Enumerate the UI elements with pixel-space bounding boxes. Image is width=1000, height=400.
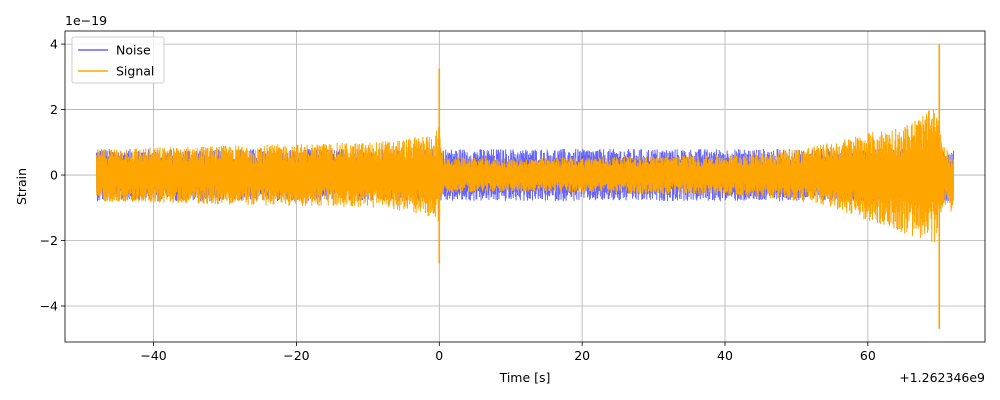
- y-axis-scale-label: 1e−19: [65, 13, 107, 28]
- legend-label-noise: Noise: [116, 43, 151, 58]
- y-axis-ticks: −4 −2 0 2 4: [40, 37, 65, 313]
- series-line: [95, 109, 955, 243]
- y-tick-label: −2: [40, 233, 58, 248]
- series-layer: [95, 44, 955, 329]
- x-tick-label: 0: [435, 348, 443, 363]
- series-signal: [95, 44, 955, 329]
- x-tick-label: 60: [860, 348, 876, 363]
- y-axis-label: Strain: [14, 168, 29, 205]
- x-axis-ticks: −40 −20 0 20 40 60: [140, 342, 876, 363]
- x-tick-label: 40: [717, 348, 733, 363]
- x-tick-label: −40: [140, 348, 166, 363]
- y-tick-label: 4: [50, 37, 58, 52]
- y-tick-label: −4: [40, 298, 58, 313]
- legend: Noise Signal: [71, 36, 165, 84]
- plot-area-frame: [64, 30, 986, 343]
- y-tick-label: 0: [50, 168, 58, 183]
- y-tick-label: 2: [50, 102, 58, 117]
- x-axis-label: Time [s]: [499, 370, 551, 385]
- x-tick-label: −20: [283, 348, 309, 363]
- x-tick-label: 20: [574, 348, 590, 363]
- x-axis-offset-label: +1.262346e9: [899, 370, 985, 385]
- legend-label-signal: Signal: [116, 64, 154, 79]
